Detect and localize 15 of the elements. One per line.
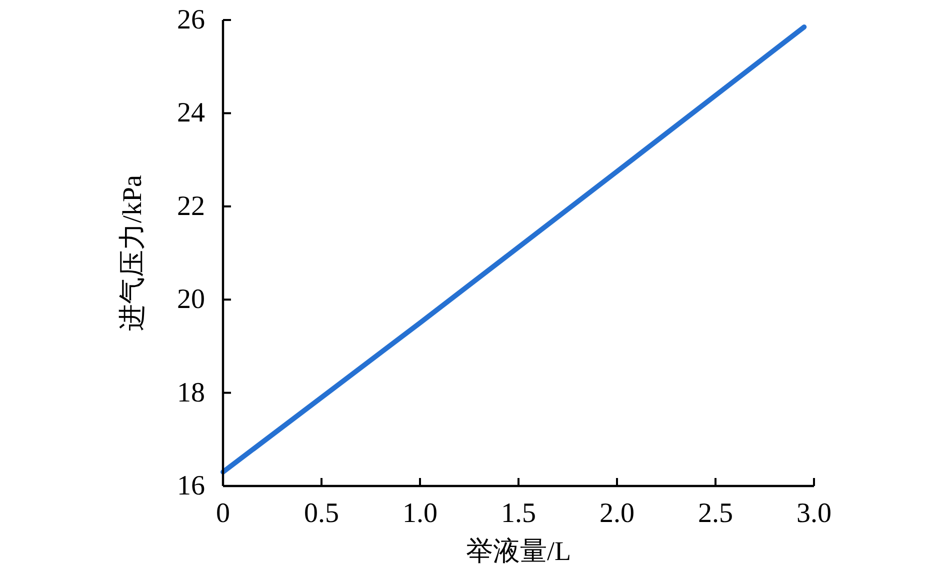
y-tick-label: 26 xyxy=(177,4,205,36)
y-axis-title: 进气压力/kPa xyxy=(117,174,147,332)
x-tick-label: 0 xyxy=(216,498,230,529)
y-tick-label: 18 xyxy=(177,377,205,408)
x-tick-label: 1.5 xyxy=(501,498,536,529)
y-tick-label: 16 xyxy=(177,470,205,502)
x-tick-label: 2.5 xyxy=(698,498,733,529)
x-tick-label: 1.0 xyxy=(402,498,438,529)
x-axis-title: 举液量/L xyxy=(466,536,571,566)
y-tick-label: 22 xyxy=(177,190,205,222)
y-tick-label: 24 xyxy=(177,98,205,129)
x-tick-label: 2.0 xyxy=(600,498,634,529)
x-tick-label: 0.5 xyxy=(304,498,339,529)
x-tick-label: 3.0 xyxy=(796,498,832,529)
y-tick-label: 20 xyxy=(177,284,205,316)
